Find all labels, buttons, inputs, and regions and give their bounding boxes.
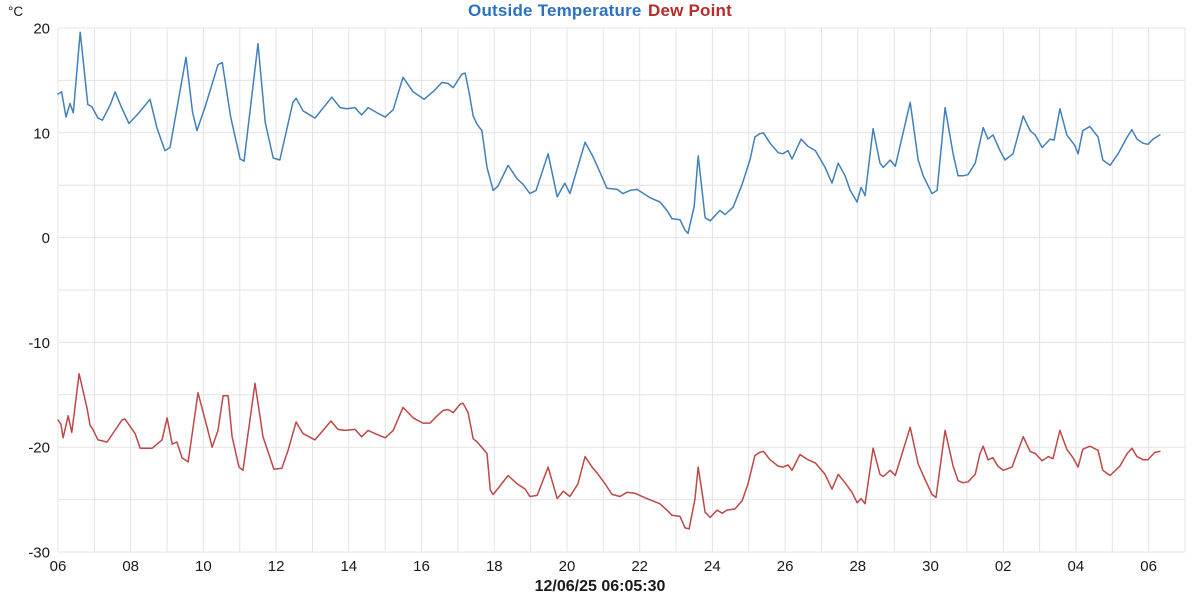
x-axis-tick-label: 22 (631, 558, 648, 575)
x-axis-tick-label: 08 (122, 558, 139, 575)
y-axis-tick-label: -10 (28, 335, 50, 352)
chart-title: Outside Temperature Dew Point (0, 1, 1200, 21)
chart-timestamp: 12/06/25 06:05:30 (534, 578, 666, 595)
x-axis-tick-label: 28 (849, 558, 866, 575)
x-axis-tick-label: 06 (50, 558, 67, 575)
x-axis-tick-label: 14 (340, 558, 357, 575)
y-axis-tick-label: -30 (28, 545, 50, 562)
outside-temperature-line (57, 31, 1161, 235)
x-axis-tick-label: 20 (559, 558, 576, 575)
chart-title-outside-temperature: Outside Temperature (468, 1, 642, 20)
y-axis-tick-label: 20 (33, 21, 50, 38)
x-axis-tick-label: 04 (1068, 558, 1085, 575)
y-axis-tick-label: -20 (28, 440, 50, 457)
dew-point-line (57, 373, 1161, 530)
x-axis-tick-label: 24 (704, 558, 721, 575)
chart-title-dew-point: Dew Point (648, 1, 732, 20)
y-axis-tick-label: 0 (42, 230, 50, 247)
x-axis-tick-label: 26 (777, 558, 794, 575)
x-axis-tick-label: 16 (413, 558, 430, 575)
y-axis-unit-label: °C (8, 4, 24, 19)
x-axis-tick-label: 02 (995, 558, 1012, 575)
x-axis-tick-label: 12 (268, 558, 285, 575)
x-axis-tick-label: 30 (922, 558, 939, 575)
x-axis-tick-label: 10 (195, 558, 212, 575)
y-axis-tick-label: 10 (33, 125, 50, 142)
x-axis-tick-label: 06 (1140, 558, 1157, 575)
x-axis-tick-label: 18 (486, 558, 503, 575)
